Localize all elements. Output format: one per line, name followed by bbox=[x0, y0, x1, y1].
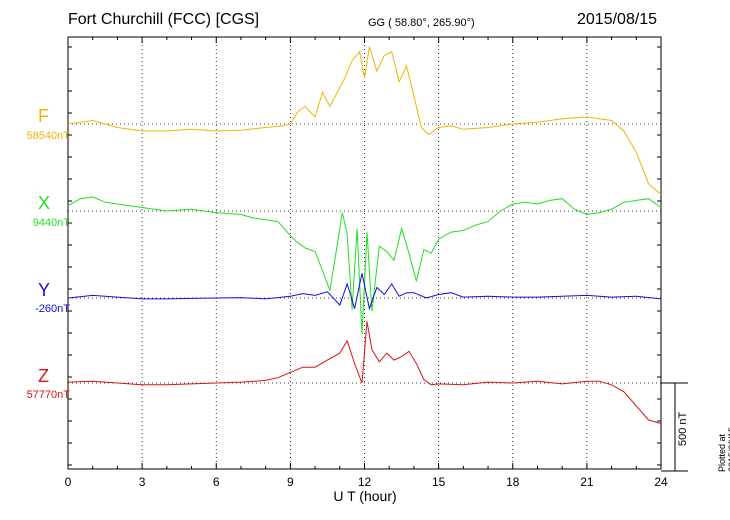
station-coordinates: GG ( 58.80°, 265.90°) bbox=[368, 17, 475, 29]
series-line-z bbox=[67, 321, 662, 424]
station-title: Fort Churchill (FCC) [CGS] bbox=[68, 11, 260, 28]
x-tick-label: 24 bbox=[654, 475, 668, 489]
series-baseline-y: -260nT bbox=[35, 303, 70, 315]
x-axis-label: U T (hour) bbox=[333, 488, 397, 504]
series-baseline-z: 57770nT bbox=[26, 389, 70, 401]
series-label-f: F bbox=[38, 106, 49, 126]
x-tick-label: 6 bbox=[213, 475, 220, 489]
x-tick-label: 15 bbox=[432, 475, 446, 489]
x-tick-label: 9 bbox=[287, 475, 294, 489]
plot-date: 2015/08/15 bbox=[577, 11, 658, 28]
x-tick-label: 21 bbox=[580, 475, 594, 489]
series-label-z: Z bbox=[38, 366, 49, 386]
x-tick-label: 0 bbox=[65, 475, 72, 489]
x-tick-label: 3 bbox=[139, 475, 146, 489]
x-tick-label: 18 bbox=[506, 475, 520, 489]
scale-bar-label: 500 nT bbox=[677, 411, 689, 446]
plotted-timestamp: Plotted at 2015/09/15 01:36 UT bbox=[717, 426, 730, 472]
series-line-x bbox=[67, 196, 662, 335]
series-label-x: X bbox=[38, 193, 51, 213]
series-baseline-f: 58540nT bbox=[26, 130, 70, 142]
series-baseline-x: 9440nT bbox=[32, 217, 70, 229]
series-label-y: Y bbox=[38, 280, 51, 300]
series-line-y bbox=[67, 273, 662, 311]
x-tick-label: 12 bbox=[358, 475, 372, 489]
series-line-f bbox=[67, 46, 662, 195]
